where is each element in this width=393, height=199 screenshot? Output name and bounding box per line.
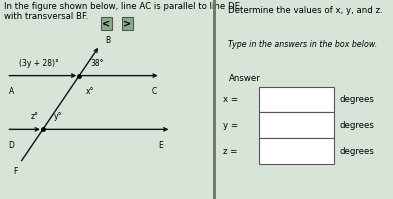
Text: degrees: degrees bbox=[340, 95, 374, 104]
Text: 38°: 38° bbox=[91, 59, 104, 68]
Text: degrees: degrees bbox=[340, 121, 374, 130]
Text: C: C bbox=[152, 87, 157, 96]
Bar bbox=[259, 87, 334, 112]
Text: Answer: Answer bbox=[228, 74, 260, 83]
Bar bbox=[259, 112, 334, 138]
Text: degrees: degrees bbox=[340, 147, 374, 156]
Text: <: < bbox=[102, 19, 110, 29]
Text: Determine the values of x, y, and z.: Determine the values of x, y, and z. bbox=[228, 6, 383, 15]
Text: E: E bbox=[158, 141, 163, 150]
Text: y°: y° bbox=[53, 112, 62, 121]
Text: z =: z = bbox=[223, 147, 238, 156]
Text: x°: x° bbox=[86, 87, 94, 96]
Text: In the figure shown below, line AC is parallel to line DE
with transversal BF.: In the figure shown below, line AC is pa… bbox=[4, 2, 241, 21]
Text: >: > bbox=[123, 19, 132, 29]
Text: B: B bbox=[105, 36, 110, 45]
Text: y =: y = bbox=[223, 121, 238, 130]
Text: z°: z° bbox=[30, 112, 38, 121]
Text: A: A bbox=[9, 87, 14, 96]
Text: Type in the answers in the box below.: Type in the answers in the box below. bbox=[228, 40, 378, 49]
Text: D: D bbox=[9, 141, 15, 150]
Text: F: F bbox=[13, 167, 18, 176]
Bar bbox=[259, 138, 334, 164]
Text: (3y + 28)°: (3y + 28)° bbox=[18, 59, 59, 68]
Text: x =: x = bbox=[223, 95, 238, 104]
